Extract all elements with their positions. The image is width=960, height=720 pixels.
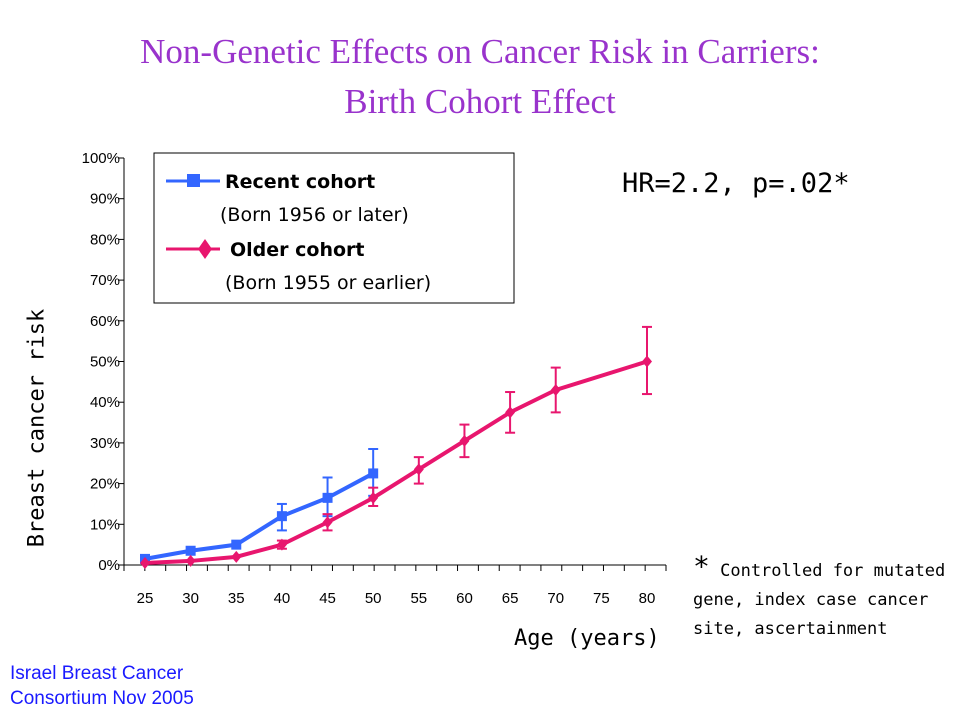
y-tick-label: 70% <box>90 272 120 289</box>
y-tick-label: 60% <box>90 313 120 330</box>
legend: Recent cohort (Born 1956 or later) Older c… <box>166 171 431 294</box>
data-point-diamond <box>185 554 196 567</box>
credit-line2: Consortium Nov 2005 <box>10 688 194 709</box>
y-tick-label: 40% <box>90 394 120 411</box>
chart-title-line1: Non-Genetic Effects on Cancer Risk in Ca… <box>140 32 820 71</box>
y-tick-label: 20% <box>90 476 120 493</box>
x-tick-label: 70 <box>547 590 564 607</box>
data-point-square <box>368 468 379 479</box>
x-tick-label: 45 <box>319 590 336 607</box>
x-tick-label: 55 <box>410 590 427 607</box>
data-point-diamond <box>276 538 287 551</box>
y-tick-label: 100% <box>82 150 120 167</box>
legend-sublabel: (Born 1955 or earlier) <box>225 272 431 294</box>
data-point-square <box>322 492 333 503</box>
data-point-diamond <box>550 383 561 396</box>
y-tick-label: 10% <box>90 516 120 533</box>
legend-box <box>153 152 515 304</box>
legend-marker-diamond <box>198 239 212 259</box>
x-tick-label: 25 <box>137 590 154 607</box>
x-tick-label: 30 <box>182 590 199 607</box>
axes: 0% 10% 20% 30% 40% 50% 60% 70% 80% 90% 100% 25 30 35 4… <box>82 150 667 607</box>
x-tick-label: 40 <box>274 590 291 607</box>
legend-marker-square <box>187 174 200 187</box>
x-tick-label: 50 <box>365 590 382 607</box>
series-recent <box>140 448 379 564</box>
legend-label: Recent cohort <box>225 171 375 193</box>
x-axis-label: Age (years) <box>514 626 660 651</box>
footnote-star: * <box>693 550 710 583</box>
series-line <box>144 471 375 561</box>
hazard-ratio-annotation: HR=2.2, p=.02* <box>622 168 850 199</box>
data-point-square <box>276 511 287 522</box>
series-line <box>144 359 648 565</box>
footnote: * Controlled for mutated gene, index cas… <box>693 552 955 644</box>
data-point-square <box>185 545 196 556</box>
footnote-text: Controlled for mutated gene, index case … <box>693 561 946 639</box>
y-tick-label: 80% <box>90 231 120 248</box>
y-tick-label: 50% <box>90 354 120 371</box>
y-tick-label: 30% <box>90 435 120 452</box>
x-tick-label: 65 <box>502 590 519 607</box>
data-point-diamond <box>140 556 150 569</box>
data-point-diamond <box>413 463 424 476</box>
data-point-square <box>231 539 242 550</box>
x-tick-label: 80 <box>639 590 656 607</box>
data-point-diamond <box>459 434 470 447</box>
x-tick-label: 60 <box>456 590 473 607</box>
chart-title-line2: Birth Cohort Effect <box>344 82 616 121</box>
data-point-diamond <box>231 550 242 563</box>
credit: Israel Breast Cancer Consortium Nov 2005 <box>10 661 194 711</box>
data-point-diamond <box>642 355 652 368</box>
credit-line1: Israel Breast Cancer <box>10 663 184 684</box>
legend-label: Older cohort <box>230 239 364 261</box>
legend-sublabel: (Born 1956 or later) <box>220 204 409 226</box>
data-point-diamond <box>322 516 333 529</box>
data-point-diamond <box>505 406 516 419</box>
series-older <box>140 325 652 569</box>
data-point-diamond <box>368 491 379 504</box>
y-tick-label: 0% <box>98 557 120 574</box>
x-tick-label: 75 <box>593 590 610 607</box>
x-tick-label: 35 <box>228 590 245 607</box>
series-layer <box>140 325 652 569</box>
y-axis-label: Breast cancer risk <box>24 308 50 548</box>
y-tick-label: 90% <box>90 191 120 208</box>
